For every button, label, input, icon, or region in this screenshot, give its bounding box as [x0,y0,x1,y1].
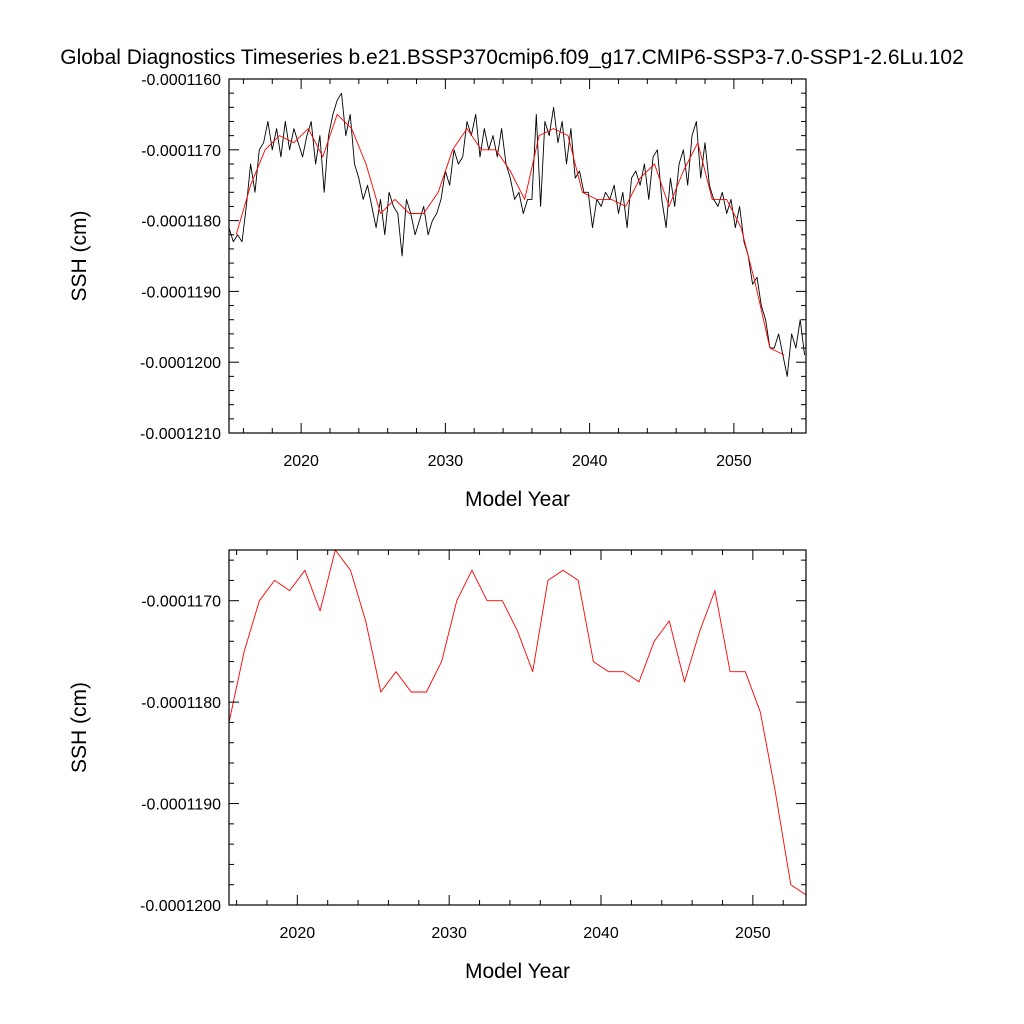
plot-frame [228,78,807,434]
y-tick-label: -0.0001180 [141,695,221,712]
y-tick-label: -0.0001200 [140,898,221,915]
y-axis-label: SSH (cm) [68,682,91,773]
y-tick-label: -0.0001190 [141,797,221,814]
x-tick-label: 2030 [428,453,464,470]
y-tick-label: -0.0001180 [141,214,221,231]
chart-title: Global Diagnostics Timeseries b.e21.BSSP… [60,46,964,69]
y-axis-label: SSH (cm) [68,211,91,302]
x-tick-label: 2040 [572,453,608,470]
x-tick-label: 2020 [283,453,319,470]
y-tick-label: -0.0001160 [141,72,221,89]
plot-frame [228,549,807,906]
x-axis-label: Model Year [465,960,570,983]
x-tick-label: 2020 [280,925,316,942]
y-tick-label: -0.0001210 [140,426,221,443]
series-line-annual [235,113,785,356]
y-tick-label: -0.0001190 [141,284,221,301]
series-line-annual [228,549,807,896]
x-tick-label: 2030 [431,925,467,942]
x-axis-label: Model Year [465,488,570,511]
bottom-panel: 2020 2030 2040 2050 -0.0001170 -0.0001180 -0.0… [68,549,807,983]
top-panel: 2020 2030 2040 2050 -0.0001160 -0.0001170 -0.0… [68,72,807,511]
y-tick-label: -0.0001170 [141,143,221,160]
series-line-monthly [228,92,806,377]
y-tick-label: -0.0001170 [141,594,221,611]
x-tick-label: 2050 [735,925,771,942]
x-tick-label: 2050 [716,453,752,470]
y-tick-label: -0.0001200 [140,355,221,372]
x-tick-label: 2040 [583,925,619,942]
